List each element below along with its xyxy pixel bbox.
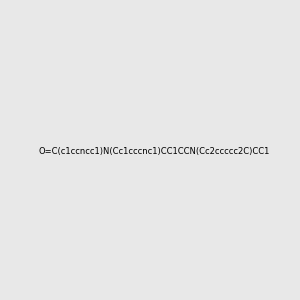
Text: O=C(c1ccncc1)N(Cc1cccnc1)CC1CCN(Cc2ccccc2C)CC1: O=C(c1ccncc1)N(Cc1cccnc1)CC1CCN(Cc2ccccc…	[38, 147, 269, 156]
